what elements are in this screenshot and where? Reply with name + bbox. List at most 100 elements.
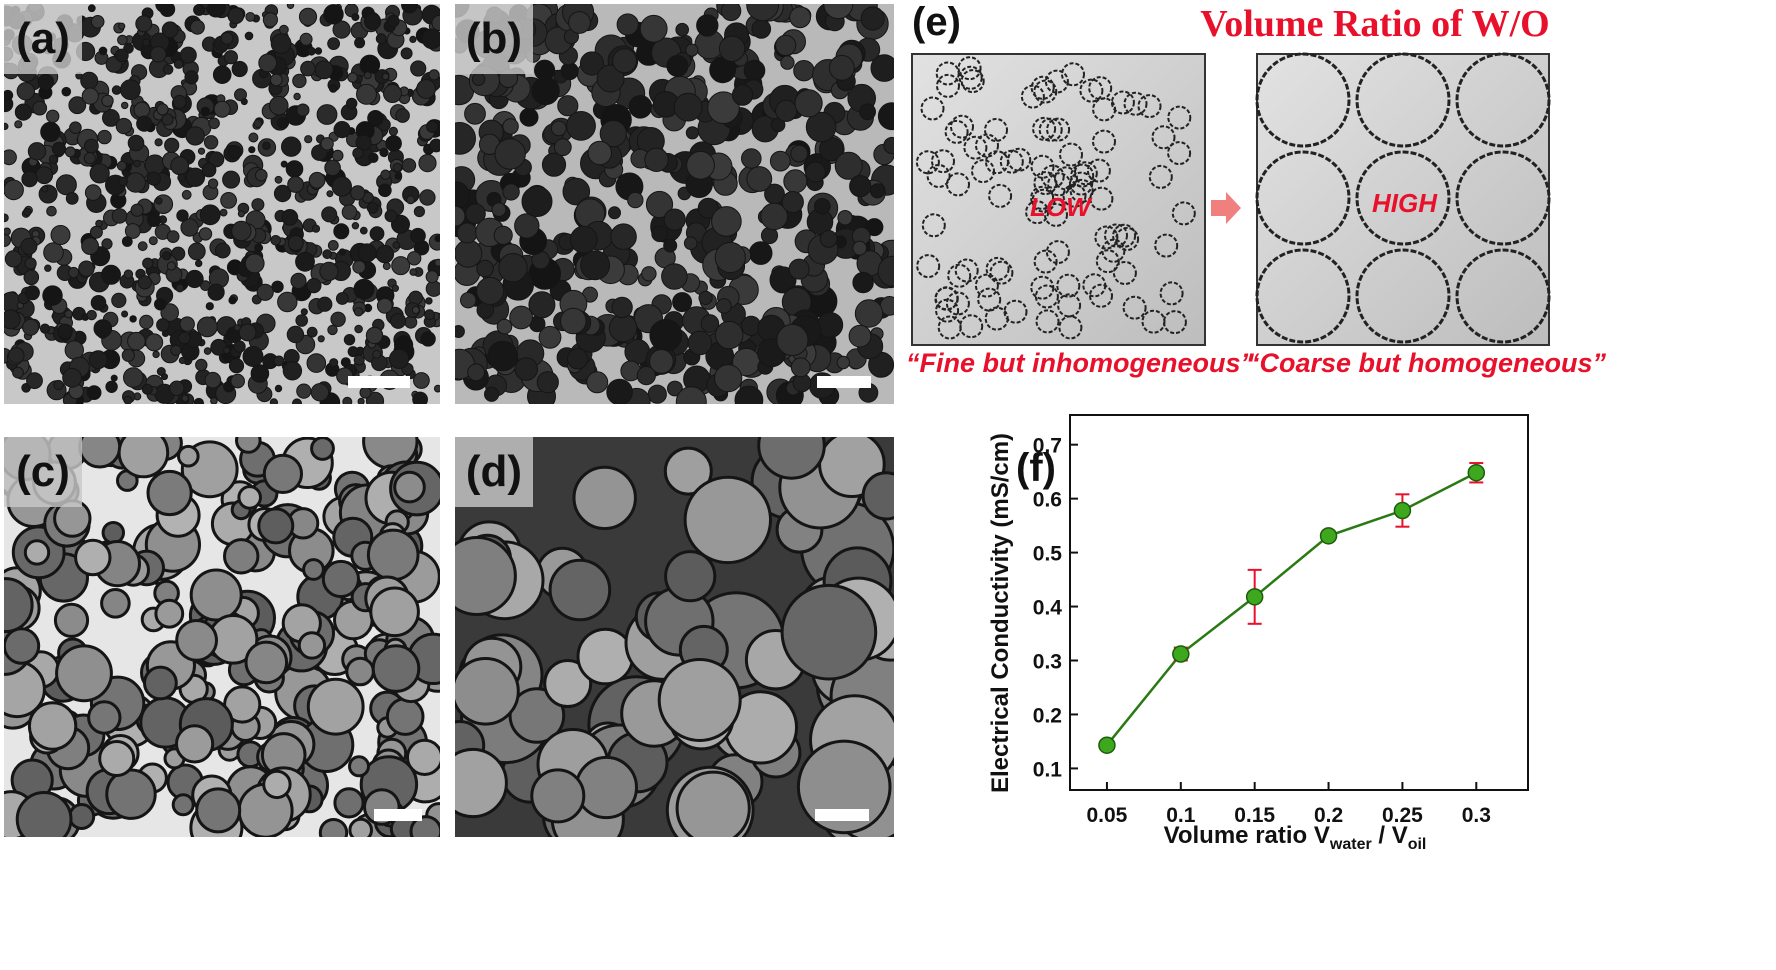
data-point — [1319, 527, 1338, 545]
droplet — [718, 35, 746, 62]
x-axis-label: Volume ratio Vwater / Voil — [1164, 822, 1427, 853]
droplet — [413, 372, 430, 389]
droplet — [530, 768, 586, 824]
droplet — [456, 222, 478, 244]
small-droplet — [934, 286, 959, 311]
droplet — [118, 22, 126, 30]
droplet — [483, 386, 500, 402]
droplet — [608, 313, 638, 343]
droplet — [343, 334, 356, 346]
droplet — [195, 259, 203, 268]
droplet — [270, 73, 283, 87]
droplet — [14, 120, 23, 129]
droplet — [567, 348, 589, 370]
droplet — [136, 115, 153, 132]
droplet — [548, 558, 612, 622]
small-droplet — [1122, 295, 1147, 320]
droplet — [89, 163, 110, 184]
large-droplet — [1455, 52, 1551, 148]
y-tick-label: 0.7 — [1033, 435, 1062, 458]
droplet — [204, 371, 222, 389]
droplet — [78, 260, 95, 277]
droplet — [65, 192, 79, 205]
droplet — [793, 59, 815, 82]
droplet — [357, 243, 377, 263]
droplet — [865, 218, 884, 237]
droplet — [610, 223, 637, 250]
droplet — [421, 28, 440, 50]
droplet — [805, 111, 837, 143]
droplet — [566, 111, 596, 141]
droplet — [244, 253, 265, 274]
micrograph-a-image — [4, 4, 440, 404]
small-droplet — [999, 149, 1024, 174]
droplet — [322, 249, 333, 260]
droplet — [347, 72, 358, 83]
droplet — [24, 257, 37, 270]
droplet — [26, 372, 43, 390]
droplet — [395, 108, 410, 123]
droplet — [311, 224, 321, 233]
droplet — [153, 194, 174, 214]
droplet — [175, 724, 215, 764]
droplet — [464, 102, 486, 125]
droplet — [123, 269, 134, 279]
droplet — [254, 243, 264, 253]
droplet — [88, 350, 108, 370]
droplet — [15, 791, 73, 837]
droplet — [310, 437, 335, 461]
small-droplet — [1086, 158, 1111, 183]
droplet — [160, 303, 179, 322]
droplet — [210, 397, 218, 404]
droplet — [413, 206, 425, 218]
small-droplet — [985, 256, 1010, 281]
droplet — [299, 32, 313, 46]
droplet — [382, 72, 390, 81]
small-droplet — [931, 149, 955, 174]
small-droplet — [1007, 147, 1032, 172]
droplet — [273, 355, 285, 367]
droplet — [235, 437, 262, 454]
droplet — [804, 161, 826, 183]
droplet — [369, 586, 420, 638]
droplet — [861, 471, 894, 521]
droplet — [860, 6, 885, 31]
droplet — [606, 378, 633, 404]
small-droplet — [1110, 90, 1135, 115]
droplet — [281, 136, 302, 157]
droplet — [161, 373, 168, 381]
droplet — [347, 346, 359, 358]
droplet — [859, 103, 877, 121]
droplet — [574, 755, 638, 820]
micrograph-a: (a) — [4, 4, 440, 404]
droplet — [331, 176, 352, 197]
droplet — [199, 204, 221, 226]
droplet — [498, 253, 528, 283]
droplet — [431, 14, 440, 32]
droplet — [406, 738, 440, 776]
droplet — [357, 397, 365, 404]
droplet — [487, 340, 519, 372]
droplet — [716, 298, 732, 314]
small-droplet — [1095, 249, 1120, 274]
droplet — [248, 132, 259, 143]
x-axis-label-mid: / V — [1372, 822, 1408, 849]
droplet — [64, 146, 76, 158]
droplet — [238, 323, 257, 342]
droplet — [150, 46, 167, 63]
droplet — [130, 203, 144, 217]
small-droplet — [1162, 310, 1187, 335]
droplet — [836, 355, 850, 370]
small-droplet — [959, 314, 984, 339]
droplet — [783, 169, 808, 194]
y-tick-label: 0.4 — [1033, 597, 1063, 620]
droplet — [87, 700, 122, 735]
droplet — [471, 72, 486, 86]
droplet — [819, 230, 838, 248]
small-droplet — [1058, 315, 1083, 340]
droplet — [154, 298, 167, 311]
small-droplet — [954, 258, 979, 283]
droplet — [628, 95, 653, 119]
droplet — [348, 755, 370, 778]
data-point — [1172, 645, 1190, 663]
